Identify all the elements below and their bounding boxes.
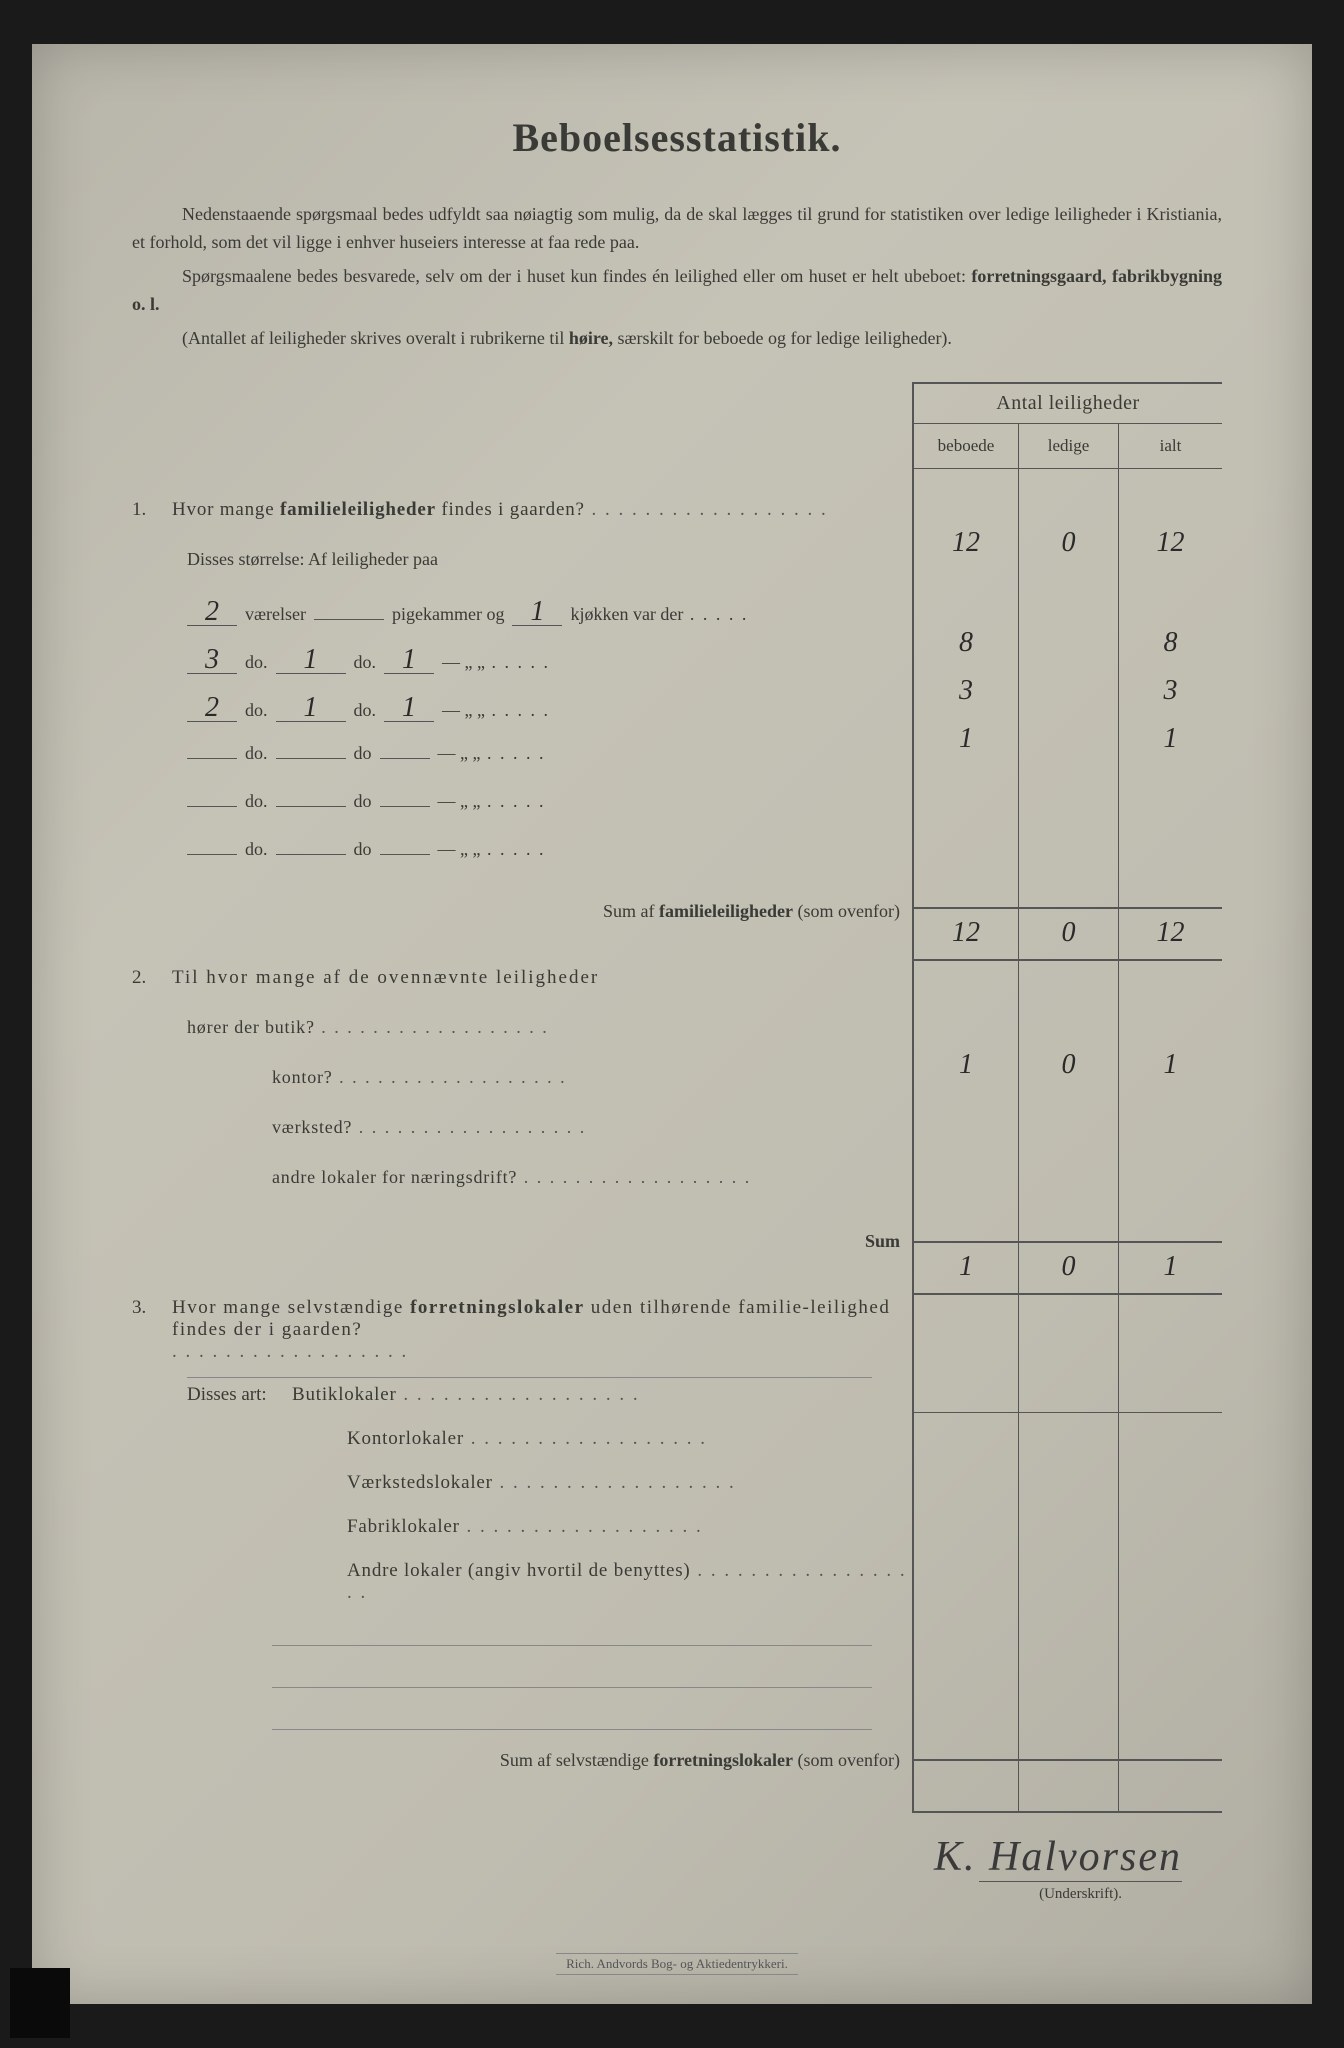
value-row [914, 1501, 1222, 1545]
form-body: 1. Hvor mange familieleiligheder findes … [132, 469, 1222, 1813]
value-row [914, 763, 1222, 811]
size-row: do.do— „ „ [132, 839, 912, 887]
q1-disses: Disses størrelse: Af leiligheder paa [132, 549, 912, 599]
value-row [914, 1633, 1222, 1675]
q3-sum-label: Sum af selvstændige forretningslokaler (… [132, 1736, 912, 1786]
q1-sum-label: Sum af familieleiligheder (som ovenfor) [132, 887, 912, 937]
size-row: do.do— „ „ [132, 743, 912, 791]
intro-para-3: (Antallet af leiligheder skrives overalt… [132, 325, 1222, 353]
signature: K. Halvorsen [132, 1833, 1182, 1881]
value-row: 88 [914, 619, 1222, 667]
value-row [914, 991, 1222, 1041]
value-row [914, 1365, 1222, 1395]
q3-row: Fabriklokaler [132, 1516, 912, 1560]
q3-row: Andre lokaler (angiv hvortil de benyttes… [132, 1560, 912, 1604]
value-row: 11 [914, 715, 1222, 763]
value-row [914, 1295, 1222, 1325]
size-row: do.do— „ „ [132, 791, 912, 839]
q3-row: Disses art:Butiklokaler [132, 1384, 912, 1428]
q2-sum-label: Sum [132, 1217, 912, 1267]
q3-line: 3. Hvor mange selvstændige forretningslo… [132, 1297, 912, 1341]
value-row: 101 [914, 1241, 1222, 1295]
q3-row: Værkstedslokaler [132, 1472, 912, 1516]
value-row [914, 1717, 1222, 1759]
value-row [914, 1141, 1222, 1191]
header-beboede: beboede [914, 424, 1019, 468]
value-row [914, 1545, 1222, 1589]
header-ledige: ledige [1019, 424, 1119, 468]
q1-line: 1. Hvor mange familieleiligheder findes … [132, 499, 912, 549]
q3-row: Kontorlokaler [132, 1428, 912, 1472]
q2-line: 2. Til hvor mange af de ovennævnte leili… [132, 967, 912, 1017]
table-header: Antal leiligheder beboede ledige ialt [132, 382, 1222, 469]
value-row [914, 1395, 1222, 1413]
value-row [914, 1091, 1222, 1141]
value-row: 12012 [914, 907, 1222, 961]
value-row [914, 1675, 1222, 1717]
q2-row: kontor? [132, 1067, 912, 1117]
header-antal: Antal leiligheder [914, 382, 1222, 424]
value-row [914, 1413, 1222, 1457]
q2-row: værksted? [132, 1117, 912, 1167]
size-row: 3do.1do.1— „ „ [132, 647, 912, 695]
value-row [914, 811, 1222, 859]
size-row: 2værelserpigekammer og1kjøkken var der [132, 599, 912, 647]
value-row [914, 1325, 1222, 1365]
value-row [914, 961, 1222, 991]
printer-credit: Rich. Andvords Bog- og Aktiedentrykkeri. [556, 1953, 798, 1975]
document-page: Beboelsesstatistik. Nedenstaaende spørgs… [32, 44, 1312, 2004]
header-ialt: ialt [1119, 424, 1222, 468]
value-row [914, 1589, 1222, 1633]
value-row [914, 569, 1222, 619]
size-row: 2do.1do.1— „ „ [132, 695, 912, 743]
scan-artifact [10, 1968, 70, 2038]
q2-row: hører der butik? [132, 1017, 912, 1067]
value-row: 33 [914, 667, 1222, 715]
value-row: 12012 [914, 519, 1222, 569]
value-row [914, 1457, 1222, 1501]
value-row: 101 [914, 1041, 1222, 1091]
value-row [914, 859, 1222, 907]
signature-label: (Underskrift). [979, 1881, 1182, 1903]
value-row [914, 1191, 1222, 1241]
signature-area: K. Halvorsen (Underskrift). [132, 1833, 1222, 1903]
intro-para-1: Nedenstaaende spørgsmaal bedes udfyldt s… [132, 201, 1222, 257]
page-title: Beboelsesstatistik. [132, 114, 1222, 161]
value-row [914, 1759, 1222, 1813]
intro-para-2: Spørgsmaalene bedes besvarede, selv om d… [132, 263, 1222, 319]
q2-row: andre lokaler for næringsdrift? [132, 1167, 912, 1217]
